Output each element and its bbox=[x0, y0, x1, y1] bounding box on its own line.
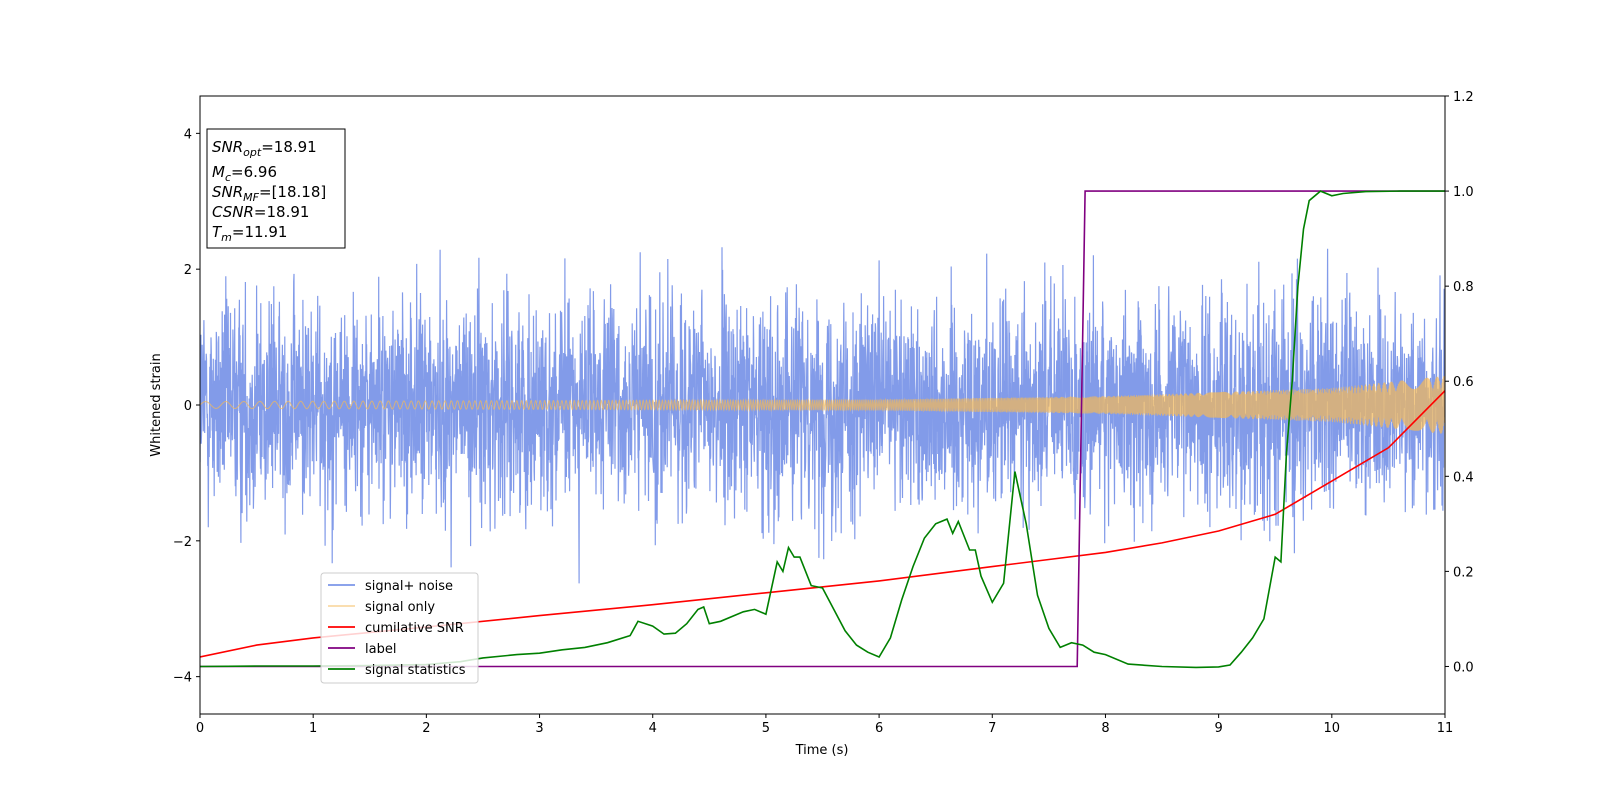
y2-axis-ticks: 0.0 0.2 0.4 0.6 0.8 1.0 1.2 bbox=[1445, 90, 1474, 675]
y2-tick-label-1: 0.2 bbox=[1453, 565, 1474, 580]
y-tick-label-4: 4 bbox=[184, 127, 192, 142]
annotation-line-4: Tm=11.91 bbox=[212, 223, 287, 244]
y2-tick-label-0: 0.0 bbox=[1453, 660, 1474, 675]
plot-layers: 0 1 2 3 4 5 6 7 8 9 10 11 −4 −2 0 2 4 0.0 0.2 0.4 0.6 0.8 1.… bbox=[149, 90, 1474, 758]
x-tick-label-0: 0 bbox=[196, 721, 204, 736]
annotation-line-2: SNRMF=[18.18] bbox=[212, 183, 326, 204]
legend-items: signal+ noise signal only cumilative SNR la… bbox=[328, 579, 466, 678]
x-tick-label-2: 2 bbox=[422, 721, 430, 736]
annotation-line-3: CSNR=18.91 bbox=[212, 203, 309, 221]
legend-label-1: signal only bbox=[365, 600, 435, 615]
y2-tick-label-5: 1.0 bbox=[1453, 185, 1474, 200]
y2-tick-label-6: 1.2 bbox=[1453, 90, 1474, 105]
x-tick-label-8: 8 bbox=[1101, 721, 1109, 736]
annotation-line-0: SNRopt=18.91 bbox=[212, 138, 317, 159]
legend-label-0: signal+ noise bbox=[365, 579, 453, 594]
x-axis-label: Time (s) bbox=[795, 743, 849, 758]
series-label bbox=[200, 190, 1445, 668]
y-axis-ticks: −4 −2 0 2 4 bbox=[173, 127, 200, 686]
x-tick-label-6: 6 bbox=[875, 721, 883, 736]
legend-frame bbox=[320, 572, 479, 684]
x-tick-label-1: 1 bbox=[309, 721, 317, 736]
x-tick-label-4: 4 bbox=[649, 721, 657, 736]
annotation-line-1: Mc=6.96 bbox=[212, 163, 277, 184]
series-signal-statistics bbox=[200, 190, 1445, 669]
x-tick-label-11: 11 bbox=[1437, 721, 1454, 736]
legend-label-3: label bbox=[365, 642, 396, 657]
legend-label-2: cumilative SNR bbox=[365, 621, 464, 636]
legend: signal+ noise signal only cumilative SNR la… bbox=[320, 572, 479, 684]
y-axis-label: Whitened strain bbox=[149, 353, 164, 456]
x-axis-ticks: 0 1 2 3 4 5 6 7 8 9 10 11 bbox=[196, 714, 1453, 736]
y2-tick-label-4: 0.8 bbox=[1453, 280, 1474, 295]
y2-tick-label-3: 0.6 bbox=[1453, 375, 1474, 390]
x-tick-label-7: 7 bbox=[988, 721, 996, 736]
x-tick-label-9: 9 bbox=[1214, 721, 1222, 736]
y-tick-label-3: 2 bbox=[184, 263, 192, 278]
annotation-box: SNRopt=18.91 Mc=6.96SNRMF=[18.18]CSNR=18.… bbox=[206, 128, 346, 249]
x-tick-label-5: 5 bbox=[762, 721, 770, 736]
x-tick-label-3: 3 bbox=[535, 721, 543, 736]
y-tick-label-2: 0 bbox=[184, 399, 192, 414]
y-tick-label-1: −2 bbox=[173, 535, 192, 550]
y-tick-label-0: −4 bbox=[173, 671, 192, 686]
x-tick-label-10: 10 bbox=[1324, 721, 1341, 736]
y2-tick-label-2: 0.4 bbox=[1453, 470, 1474, 485]
legend-label-4: signal statistics bbox=[365, 663, 466, 678]
annotation-frame bbox=[206, 128, 346, 249]
series-signal-only bbox=[200, 375, 1445, 434]
annotation-lines: SNRopt=18.91 Mc=6.96SNRMF=[18.18]CSNR=18.… bbox=[212, 138, 326, 244]
